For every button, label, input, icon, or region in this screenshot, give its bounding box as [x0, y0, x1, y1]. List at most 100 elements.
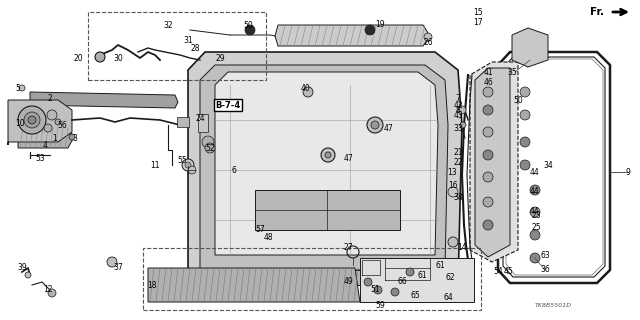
Circle shape	[448, 187, 458, 197]
Text: 45: 45	[503, 268, 513, 276]
Circle shape	[321, 148, 335, 162]
Circle shape	[303, 87, 313, 97]
Text: 24: 24	[195, 114, 205, 123]
Text: 41: 41	[483, 68, 493, 76]
Circle shape	[520, 137, 530, 147]
Text: 10: 10	[15, 118, 25, 127]
Text: 15: 15	[473, 7, 483, 17]
Text: 51: 51	[370, 285, 380, 294]
Text: 3: 3	[72, 133, 77, 142]
Text: 8: 8	[456, 106, 460, 115]
Circle shape	[24, 112, 40, 128]
Text: 2: 2	[47, 93, 52, 102]
Circle shape	[483, 172, 493, 182]
Text: 22: 22	[453, 157, 463, 166]
Text: 9: 9	[625, 167, 630, 177]
Text: 38: 38	[453, 194, 463, 203]
Text: 54: 54	[493, 268, 503, 276]
Text: 11: 11	[150, 161, 160, 170]
Circle shape	[483, 87, 493, 97]
Text: 25: 25	[531, 223, 541, 233]
Text: 56: 56	[57, 121, 67, 130]
Text: 47: 47	[343, 154, 353, 163]
Polygon shape	[18, 128, 74, 148]
Circle shape	[205, 143, 215, 153]
Circle shape	[325, 152, 331, 158]
Bar	[198, 114, 208, 132]
Text: 28: 28	[190, 44, 200, 52]
Text: 26: 26	[423, 37, 433, 46]
Circle shape	[371, 121, 379, 129]
Circle shape	[460, 122, 466, 128]
Text: 50: 50	[513, 95, 523, 105]
Circle shape	[483, 150, 493, 160]
Text: 53: 53	[35, 154, 45, 163]
Text: 12: 12	[44, 285, 52, 294]
Circle shape	[483, 197, 493, 207]
Text: 32: 32	[163, 20, 173, 29]
Text: 35: 35	[507, 68, 517, 76]
Text: 66: 66	[397, 277, 407, 286]
Text: 30: 30	[113, 53, 123, 62]
Bar	[143, 248, 481, 310]
Circle shape	[374, 286, 382, 294]
Text: 16: 16	[448, 180, 458, 189]
Circle shape	[458, 106, 466, 114]
Text: 52: 52	[205, 143, 215, 153]
Text: 7: 7	[456, 93, 460, 102]
Bar	[88, 12, 266, 80]
Text: 44: 44	[530, 188, 540, 196]
Text: 27: 27	[343, 244, 353, 252]
Circle shape	[25, 272, 31, 278]
Text: 65: 65	[410, 291, 420, 300]
Text: 29: 29	[215, 53, 225, 62]
Circle shape	[55, 119, 61, 125]
Circle shape	[44, 124, 52, 132]
Circle shape	[107, 257, 117, 267]
Polygon shape	[30, 92, 178, 108]
Circle shape	[520, 160, 530, 170]
Bar	[177, 117, 189, 127]
Circle shape	[202, 136, 214, 148]
Text: 19: 19	[375, 20, 385, 28]
Text: 44: 44	[530, 167, 540, 177]
Polygon shape	[512, 28, 548, 67]
Polygon shape	[8, 100, 72, 145]
Text: 44: 44	[530, 207, 540, 217]
Text: 57: 57	[255, 226, 265, 235]
Text: 62: 62	[445, 274, 455, 283]
Text: 64: 64	[443, 293, 453, 302]
Circle shape	[391, 288, 399, 296]
Text: 34: 34	[543, 161, 553, 170]
Circle shape	[182, 159, 194, 171]
Circle shape	[483, 127, 493, 137]
Circle shape	[424, 33, 432, 41]
Text: 1: 1	[52, 133, 58, 142]
Polygon shape	[360, 258, 474, 302]
Circle shape	[530, 207, 540, 217]
Circle shape	[530, 230, 540, 240]
Text: 43: 43	[453, 110, 463, 119]
Text: 40: 40	[300, 84, 310, 92]
Text: 31: 31	[183, 36, 193, 44]
Circle shape	[19, 85, 25, 91]
Circle shape	[530, 185, 540, 195]
Text: 42: 42	[453, 100, 463, 109]
Text: 47: 47	[383, 124, 393, 132]
Circle shape	[530, 253, 540, 263]
Text: 17: 17	[473, 18, 483, 27]
Text: 50: 50	[243, 20, 253, 29]
Polygon shape	[200, 270, 448, 285]
Circle shape	[364, 278, 372, 286]
Circle shape	[448, 237, 458, 247]
Text: 55: 55	[177, 156, 187, 164]
Text: 33: 33	[453, 124, 463, 132]
Circle shape	[28, 116, 36, 124]
Text: B-7-4: B-7-4	[216, 100, 241, 109]
Polygon shape	[275, 25, 430, 46]
Circle shape	[48, 289, 56, 297]
Text: 61: 61	[417, 270, 427, 279]
Circle shape	[520, 110, 530, 120]
Text: 61: 61	[435, 260, 445, 269]
Text: 14: 14	[457, 244, 467, 252]
